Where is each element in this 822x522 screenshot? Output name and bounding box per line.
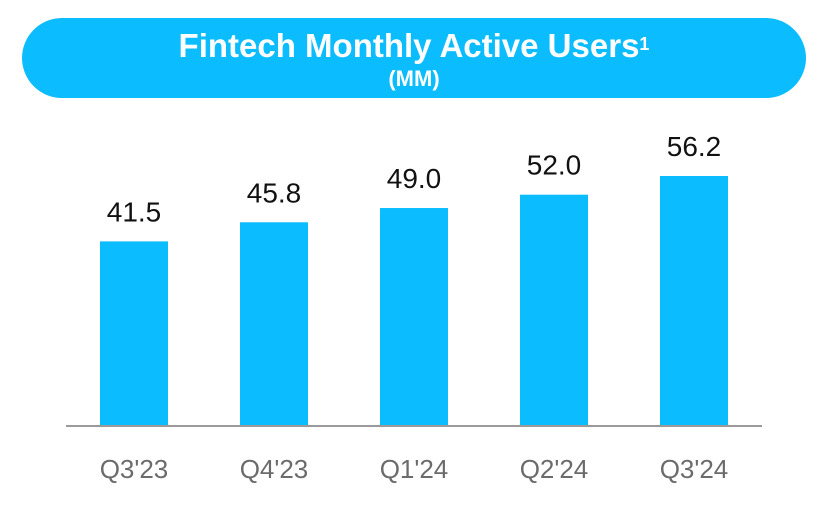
bar-0 <box>100 241 168 426</box>
x-tick-label-group: Q3'23 Q4'23 Q1'24 Q2'24 Q3'24 <box>100 454 729 484</box>
title-banner: Fintech Monthly Active Users1 (MM) <box>22 18 806 98</box>
bar-2 <box>380 208 448 426</box>
value-label-0: 41.5 <box>107 196 162 227</box>
chart-title: Fintech Monthly Active Users1 <box>22 26 806 66</box>
x-tick-label-3: Q2'24 <box>520 454 589 484</box>
x-tick-label-2: Q1'24 <box>380 454 449 484</box>
chart-subtitle: (MM) <box>388 66 440 91</box>
bar-4 <box>660 176 728 426</box>
value-label-3: 52.0 <box>527 150 582 181</box>
bar-3 <box>520 194 588 426</box>
value-label-group: 41.5 45.8 49.0 52.0 56.2 <box>107 131 722 227</box>
chart-title-text: Fintech Monthly Active Users <box>178 27 640 64</box>
value-label-4: 56.2 <box>667 131 722 162</box>
bar-1 <box>240 222 308 426</box>
value-label-1: 45.8 <box>247 177 302 208</box>
x-tick-label-0: Q3'23 <box>100 454 169 484</box>
value-label-2: 49.0 <box>387 163 442 194</box>
x-tick-label-4: Q3'24 <box>660 454 729 484</box>
title-footnote-marker: 1 <box>639 34 650 54</box>
bar-group <box>100 176 728 426</box>
x-tick-label-1: Q4'23 <box>240 454 309 484</box>
